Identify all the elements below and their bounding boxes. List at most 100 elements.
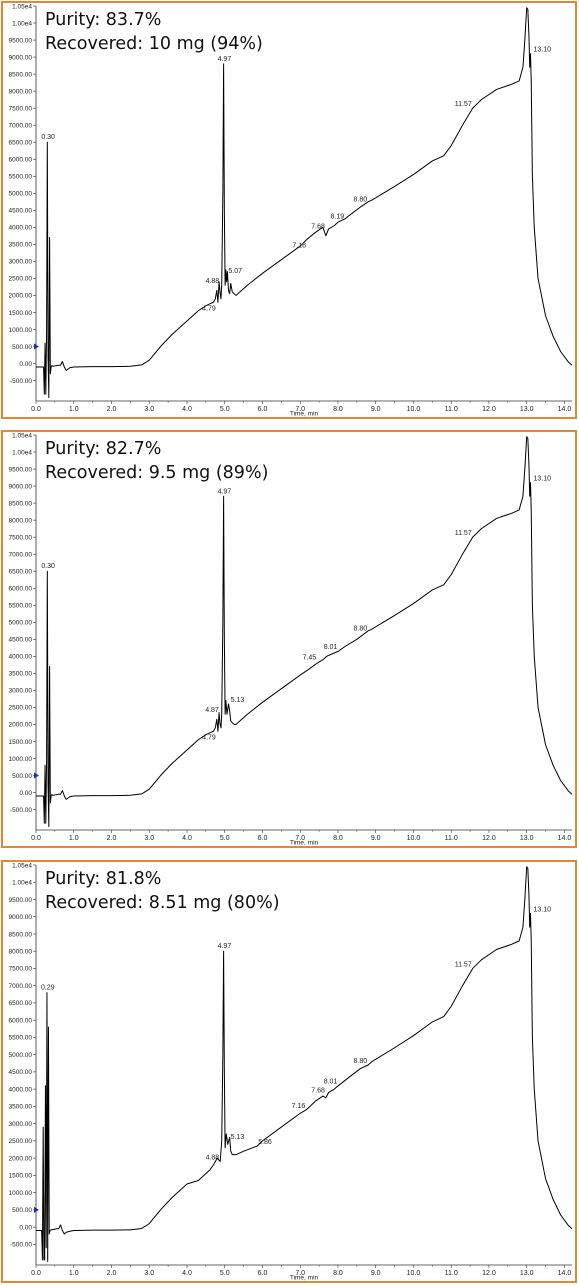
y-tick-label: 4000.00 (9, 654, 33, 661)
y-tick-label: 8000.00 (9, 949, 33, 956)
peak-label: 8.19 (331, 214, 345, 221)
x-tick-label: 2.0 (107, 1270, 117, 1277)
y-tick-label: 7000.00 (9, 551, 33, 558)
peak-label: 7.68 (311, 1087, 325, 1094)
peak-label: 5.13 (231, 1134, 245, 1141)
x-tick-label: 11.0 (445, 835, 458, 842)
peak-label: 8.80 (354, 1058, 368, 1065)
x-tick-label: 2.0 (107, 835, 117, 842)
x-tick-label: 9.0 (371, 406, 381, 413)
y-tick-label: 2500.00 (9, 1138, 33, 1145)
peak-label: 7.68 (311, 224, 325, 231)
x-tick-label: 14.0 (558, 835, 572, 842)
x-tick-label: 12.0 (482, 406, 496, 413)
x-tick-label: 7.0 (295, 835, 305, 842)
y-tick-label: 9500.00 (9, 897, 33, 904)
peak-label: 7.45 (303, 654, 317, 661)
y-tick-label: 9500.00 (9, 466, 33, 473)
y-tick-label: 2000.00 (9, 1155, 33, 1162)
x-tick-label: 0.0 (31, 1270, 41, 1277)
y-tick-label: 2500.00 (9, 705, 33, 712)
peak-label: 0.29 (41, 985, 55, 992)
x-tick-label: 13.0 (520, 835, 534, 842)
x-tick-label: 14.0 (558, 1270, 572, 1277)
y-tick-label: 2000.00 (9, 293, 33, 300)
x-tick-label: 4.0 (182, 1270, 192, 1277)
y-tick-label: 1.05e4 (12, 862, 32, 869)
x-tick-label: 3.0 (144, 835, 154, 842)
y-tick-label: 1.05e4 (12, 432, 32, 439)
peak-label: 13.10 (533, 476, 551, 483)
x-axis-title: Time, min (290, 1275, 319, 1282)
y-tick-label: 3000.00 (9, 1121, 33, 1128)
peak-label: 4.97 (218, 56, 232, 63)
x-tick-label: 0.0 (31, 406, 41, 413)
y-tick-label: 7000.00 (9, 122, 33, 129)
y-tick-label: 9000.00 (9, 914, 33, 921)
y-tick-label: 6500.00 (9, 1000, 33, 1007)
y-tick-label: 8500.00 (9, 500, 33, 507)
y-tick-label: 9500.00 (9, 37, 33, 44)
y-tick-label: 4500.00 (9, 208, 33, 215)
y-tick-label: 7500.00 (9, 966, 33, 973)
y-tick-label: 1.00e4 (12, 880, 32, 887)
y-tick-label: 6000.00 (9, 157, 33, 164)
x-tick-label: 5.0 (220, 1270, 230, 1277)
x-tick-label: 6.0 (258, 1270, 268, 1277)
y-tick-label: 3000.00 (9, 259, 33, 266)
baseline-marker-icon (34, 772, 39, 779)
peak-label: 8.01 (324, 644, 338, 651)
x-tick-label: 6.0 (258, 406, 268, 413)
x-axis-title: Time, min (290, 411, 319, 418)
y-tick-label: 6000.00 (9, 586, 33, 593)
y-tick-label: 3500.00 (9, 242, 33, 249)
y-tick-label: 1000.00 (9, 327, 33, 334)
x-tick-label: 12.0 (482, 835, 496, 842)
y-tick-label: 0.00 (19, 790, 32, 797)
y-tick-label: 1.00e4 (12, 20, 32, 27)
y-tick-label: 8500.00 (9, 931, 33, 938)
y-tick-label: -500.00 (10, 378, 32, 385)
y-tick-label: 6500.00 (9, 569, 33, 576)
x-tick-label: 8.0 (333, 1270, 343, 1277)
y-tick-label: 1500.00 (9, 1173, 33, 1180)
x-tick-label: 7.0 (295, 1270, 305, 1277)
peak-label: 13.10 (533, 906, 551, 913)
chromatogram-trace (36, 436, 573, 828)
x-tick-label: 3.0 (144, 406, 154, 413)
x-tick-label: 1.0 (69, 406, 79, 413)
peak-label: 5.07 (228, 268, 242, 275)
y-tick-label: 500.00 (12, 344, 32, 351)
chromatogram-chart-1: 1.05e4 1.00e4 9500.00 9000.00 8500.00 8000.00… (9, 3, 573, 418)
y-tick-label: 4500.00 (9, 1069, 33, 1076)
peak-label: 7.18 (292, 242, 306, 249)
peak-label: 4.79 (202, 734, 216, 741)
y-tick-label: -500.00 (10, 807, 32, 814)
chromatogram-panel-1: 1.05e4 1.00e4 9500.00 9000.00 8500.00 8000.00… (1, 1, 577, 419)
x-tick-label: 4.0 (182, 835, 192, 842)
x-tick-label: 13.0 (520, 1270, 534, 1277)
y-tick-label: 9000.00 (9, 483, 33, 490)
y-tick-label: 6500.00 (9, 140, 33, 147)
peak-label: 4.88 (206, 278, 220, 285)
annotation-text: Purity: 81.8% (45, 869, 161, 889)
x-tick-label: 7.0 (295, 406, 305, 413)
x-tick-label: 11.0 (445, 1270, 458, 1277)
peak-label: 0.30 (41, 134, 55, 141)
y-tick-label: -500.00 (10, 1242, 32, 1249)
y-tick-label: 3500.00 (9, 1104, 33, 1111)
peak-label: 4.97 (218, 943, 232, 950)
annotation-text: Recovered: 8.51 mg (80%) (45, 893, 280, 913)
x-tick-label: 8.0 (333, 406, 343, 413)
y-tick-label: 8500.00 (9, 71, 33, 78)
x-tick-label: 8.0 (333, 835, 343, 842)
y-tick-label: 3000.00 (9, 688, 33, 695)
y-tick-label: 8000.00 (9, 517, 33, 524)
y-tick-label: 500.00 (12, 1207, 32, 1214)
x-tick-label: 5.0 (220, 835, 230, 842)
x-tick-label: 14.0 (558, 406, 572, 413)
chromatogram-panel-3: 1.05e4 1.00e4 9500.00 9000.00 8500.00 8000.00… (1, 860, 577, 1283)
y-tick-label: 4500.00 (9, 637, 33, 644)
baseline-marker-icon (34, 343, 39, 350)
y-tick-label: 7500.00 (9, 534, 33, 541)
